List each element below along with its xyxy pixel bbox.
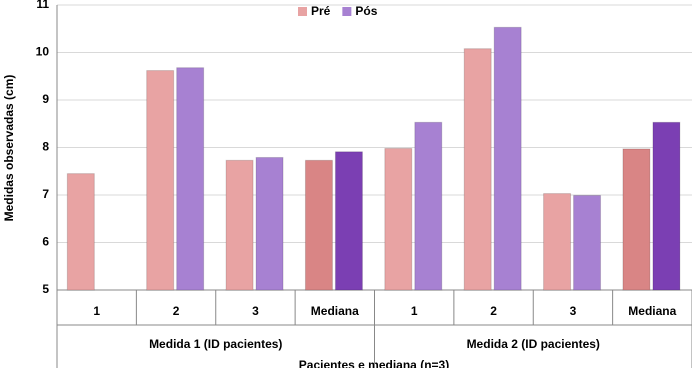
x-tick-label: 1: [411, 304, 418, 318]
x-tick-label: 2: [490, 304, 497, 318]
y-axis-title: Medidas observadas (cm): [2, 75, 16, 222]
bar: [176, 67, 205, 291]
bar: [146, 70, 175, 291]
legend-swatch: [298, 7, 307, 16]
bar: [414, 121, 443, 291]
bar: [652, 121, 681, 291]
x-tick-label: Mediana: [311, 304, 359, 318]
bar: [463, 48, 492, 291]
x-tick-label: Mediana: [628, 304, 676, 318]
y-tick-label: 7: [42, 187, 49, 201]
bar: [573, 194, 602, 291]
y-tick-label: 9: [42, 92, 49, 106]
group-label: Medida 2 (ID pacientes): [467, 337, 600, 351]
bar: [66, 173, 95, 291]
legend-label: Pré: [311, 4, 331, 18]
y-tick-label: 8: [42, 140, 49, 154]
bar: [493, 26, 522, 291]
bar: [543, 193, 572, 291]
bar: [304, 159, 333, 291]
bar: [622, 148, 651, 291]
legend-label: Pós: [355, 4, 377, 18]
x-tick-label: 2: [173, 304, 180, 318]
bar: [225, 159, 254, 291]
y-tick-label: 10: [36, 45, 50, 59]
legend-swatch: [342, 7, 352, 16]
x-tick-label: 3: [570, 304, 577, 318]
y-tick-label: 5: [42, 282, 49, 296]
x-tick-label: 1: [93, 304, 100, 318]
x-tick-label: 3: [252, 304, 259, 318]
bar: [334, 151, 363, 291]
bar: [384, 147, 413, 291]
group-label: Medida 1 (ID pacientes): [149, 337, 282, 351]
bar: [255, 156, 284, 291]
y-tick-label: 6: [42, 235, 49, 249]
y-tick-label: 11: [36, 0, 49, 11]
